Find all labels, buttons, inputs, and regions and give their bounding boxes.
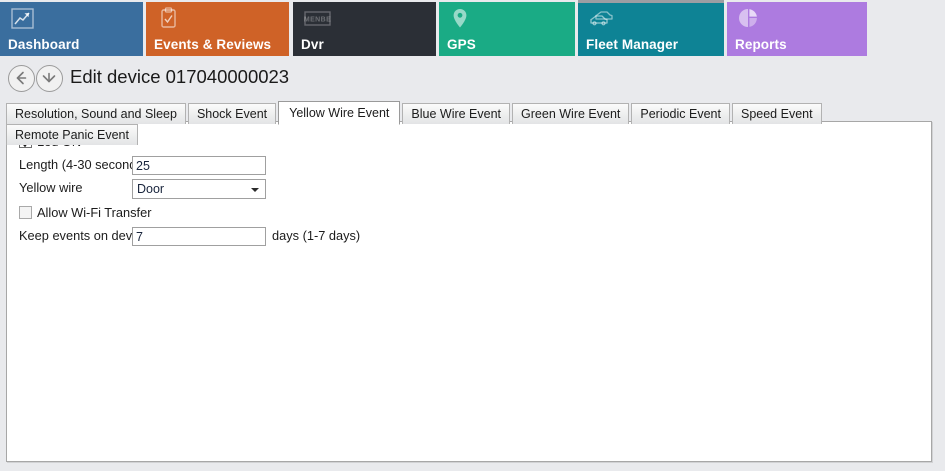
keep-events-row: Keep events on device days (1-7 days) bbox=[19, 227, 439, 247]
nav-tile-reports[interactable]: Reports bbox=[727, 2, 867, 56]
cars-icon bbox=[588, 8, 614, 32]
nav-tile-label: GPS bbox=[447, 37, 476, 52]
chart-arrow-icon bbox=[10, 7, 36, 31]
tab-strip: Resolution, Sound and Sleep Shock Event … bbox=[6, 101, 936, 145]
yellow-wire-row: Yellow wire Door bbox=[19, 179, 379, 199]
tab-shock-event[interactable]: Shock Event bbox=[187, 103, 277, 124]
checkbox-box bbox=[19, 206, 32, 219]
nav-tile-dashboard[interactable]: Dashboard bbox=[0, 2, 143, 56]
tab-speed-event[interactable]: Speed Event bbox=[731, 103, 822, 124]
nav-tile-events-and-reviews[interactable]: Events & Reviews bbox=[146, 2, 289, 56]
tab-blue-wire-event[interactable]: Blue Wire Event bbox=[402, 103, 511, 124]
keep-events-suffix: days (1-7 days) bbox=[272, 228, 361, 243]
page-header: Edit device 017040000023 bbox=[0, 58, 945, 100]
length-input[interactable] bbox=[132, 156, 266, 175]
nav-tile-label: Reports bbox=[735, 37, 787, 52]
nav-tile-label: Dashboard bbox=[8, 37, 80, 52]
pie-chart-icon bbox=[737, 7, 763, 31]
tab-periodic-event[interactable]: Periodic Event bbox=[631, 103, 730, 124]
chevron-down-icon bbox=[251, 188, 259, 192]
map-pin-icon bbox=[449, 7, 475, 31]
top-navigation-bar: Dashboard Events & Reviews MENBE Dvr bbox=[0, 0, 945, 58]
length-label: Length (4-30 seconds) bbox=[19, 157, 148, 172]
keep-events-input[interactable] bbox=[132, 227, 266, 246]
tab-remote-panic-event[interactable]: Remote Panic Event bbox=[6, 124, 138, 145]
page-title: Edit device 017040000023 bbox=[70, 66, 290, 87]
clipboard-check-icon bbox=[156, 7, 182, 31]
length-row: Length (4-30 seconds) bbox=[19, 156, 379, 176]
yellow-wire-event-panel: Led ON Length (4-30 seconds) Yellow wire… bbox=[6, 121, 932, 462]
nav-tile-label: Events & Reviews bbox=[154, 37, 272, 52]
nav-tile-label: Dvr bbox=[301, 37, 324, 52]
tab-green-wire-event[interactable]: Green Wire Event bbox=[512, 103, 630, 124]
dvr-logo-icon: MENBE bbox=[303, 7, 331, 31]
yellow-wire-select[interactable]: Door bbox=[132, 179, 266, 199]
arrow-left-circle-icon[interactable] bbox=[8, 65, 35, 92]
nav-tile-label: Fleet Manager bbox=[586, 37, 679, 52]
nav-tile-fleet-manager[interactable]: Fleet Manager bbox=[578, 0, 724, 56]
arrow-down-circle-icon[interactable] bbox=[36, 65, 63, 92]
keep-events-label: Keep events on device bbox=[19, 228, 149, 243]
tab-resolution-sound-and-sleep[interactable]: Resolution, Sound and Sleep bbox=[6, 103, 186, 124]
yellow-wire-label: Yellow wire bbox=[19, 180, 83, 195]
svg-text:MENBE: MENBE bbox=[304, 17, 331, 24]
tab-yellow-wire-event[interactable]: Yellow Wire Event bbox=[278, 101, 401, 125]
nav-tile-dvr[interactable]: MENBE Dvr bbox=[293, 2, 436, 56]
allow-wifi-transfer-label: Allow Wi-Fi Transfer bbox=[37, 205, 152, 220]
yellow-wire-value: Door bbox=[137, 182, 165, 196]
nav-tile-gps[interactable]: GPS bbox=[439, 2, 575, 56]
